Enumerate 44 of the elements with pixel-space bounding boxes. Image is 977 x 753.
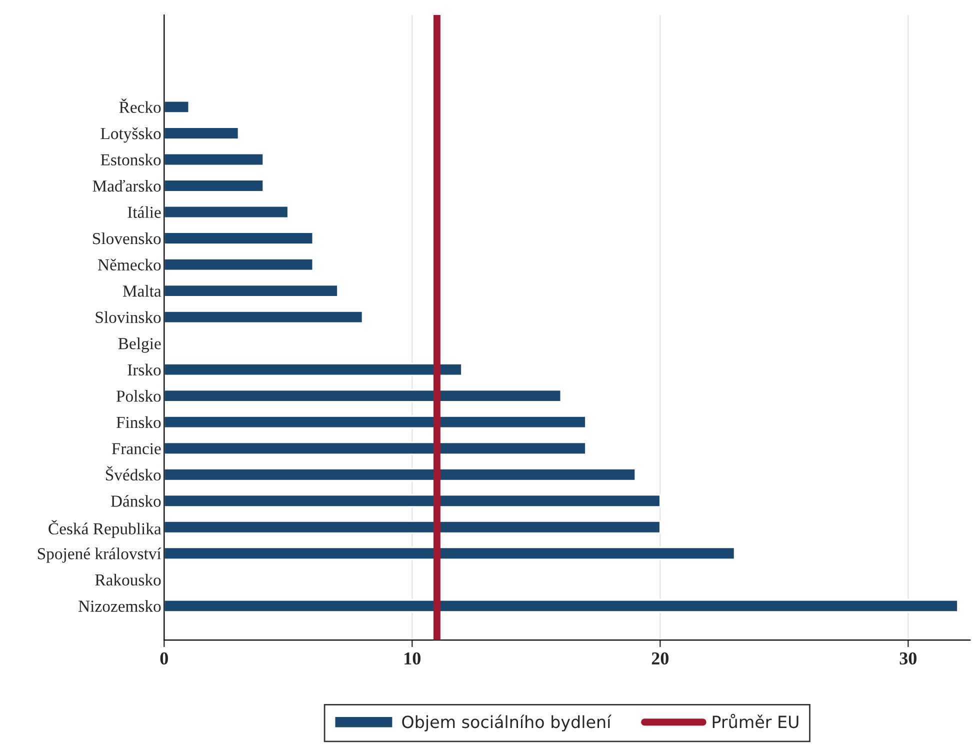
x-tick-label: 0 xyxy=(160,652,168,665)
bar xyxy=(164,232,314,245)
y-tick-label: Švédsko xyxy=(106,466,161,481)
y-tick-label: Finsko xyxy=(116,416,161,428)
bar xyxy=(164,599,958,613)
bar xyxy=(164,415,586,429)
bar xyxy=(164,389,562,402)
bar xyxy=(164,468,636,482)
x-tick-label: 10 xyxy=(404,652,420,665)
y-tick-label: Irsko xyxy=(128,364,161,376)
bar xyxy=(164,284,338,298)
y-tick-label: Itálie xyxy=(128,206,161,218)
bar xyxy=(164,205,289,219)
y-tick-label: Polsko xyxy=(116,390,161,402)
y-tick-label: Dánsko xyxy=(110,495,161,507)
bar xyxy=(164,152,264,166)
x-tick-label: 20 xyxy=(652,652,668,665)
x-tick-label: 30 xyxy=(900,652,916,665)
y-tick-label: Česká Republika xyxy=(48,520,162,538)
y-tick-label: Nizozemsko xyxy=(78,600,161,612)
bar xyxy=(164,258,314,272)
bar xyxy=(164,546,736,560)
y-tick-label: Maďarsko xyxy=(92,180,161,192)
y-tick-label: Malta xyxy=(122,285,162,297)
y-tick-label: Estonsko xyxy=(100,154,161,166)
y-tick-label: Belgie xyxy=(118,338,161,353)
y-tick-label: Lotyšsko xyxy=(100,127,161,143)
bar xyxy=(164,362,462,376)
y-tick-label: Spojené království xyxy=(38,548,162,563)
y-tick-label: Slovinsko xyxy=(96,311,161,323)
legend-label: Průměr EU xyxy=(712,714,798,728)
bar xyxy=(164,494,661,508)
y-tick-label: Slovensko xyxy=(93,232,161,244)
y-tick-label: Řecko xyxy=(119,98,161,113)
y-tick-label: Rakousko xyxy=(95,574,161,586)
bar xyxy=(164,179,264,192)
bar xyxy=(164,442,586,455)
bar xyxy=(164,310,364,324)
y-tick-label: Německo xyxy=(98,258,161,270)
legend-label: Objem sociálního bydlení xyxy=(402,714,612,732)
bar xyxy=(164,100,190,114)
y-tick-label: Francie xyxy=(112,443,161,454)
bar xyxy=(164,126,240,140)
bar xyxy=(164,520,661,534)
